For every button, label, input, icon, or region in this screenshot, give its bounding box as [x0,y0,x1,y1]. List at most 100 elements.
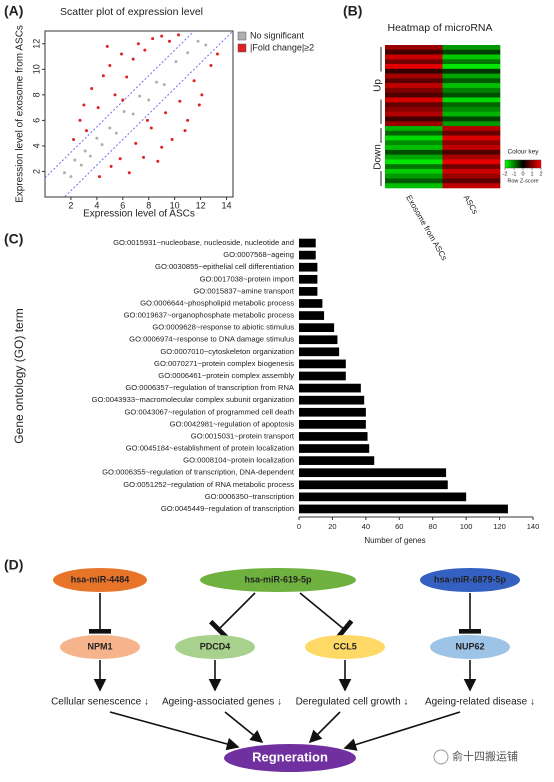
y-tick-label: 2 [31,169,41,174]
heat-cell [385,145,443,151]
point [170,138,174,142]
point [156,159,160,163]
y-axis-label: Gene ontology (GO) term [12,308,26,443]
heat-cell [385,73,443,79]
heat-cell [385,121,443,127]
heat-cell [385,116,443,122]
heat-cell [385,164,443,170]
point [122,109,126,113]
watermark-icon [433,749,449,765]
point [149,126,153,130]
heat-cell [385,126,443,132]
y-tick-label: GO:0051252~regulation of RNA metabolic p… [123,480,294,489]
heat-cell [442,173,501,179]
point [142,155,146,159]
colorbar-title: Colour key [507,149,539,156]
point [167,39,171,43]
y-tick-label: 10 [31,64,41,74]
heat-cell [442,102,501,108]
gene-label: NPM1 [87,641,112,651]
outcome: Ageing-associated genes ↓ [162,697,282,708]
point [177,33,181,37]
x-axis-label: Expression level of ASCs [83,209,195,220]
point [84,129,88,133]
point [178,99,182,103]
mirna-node [200,568,356,592]
heat-cell [385,140,443,146]
bar [299,311,325,320]
heat-cell [385,183,443,189]
heat-cell [442,168,501,174]
x-tick-label: 80 [429,522,437,531]
x-tick-label: 120 [493,522,506,531]
reference-line [63,31,233,197]
heat-cell [385,87,443,93]
point [108,126,112,130]
point [131,112,135,116]
mirna-node [53,568,147,592]
mirna-node [420,568,520,592]
point [164,111,168,115]
x-tick-label: 140 [527,522,540,531]
point [95,136,99,140]
heat-cell [442,64,501,70]
bar [299,347,340,357]
outcome: Deregulated cell growth ↓ [296,697,409,708]
y-tick-label: 8 [31,92,41,97]
heat-cell [385,45,443,51]
heat-cell [442,92,501,98]
bar [299,468,447,478]
heat-cell [442,111,501,117]
y-tick-label: GO:0006355~regulation of transcription, … [102,468,295,477]
column-label: Exosome from ASCs [404,194,449,262]
point [72,138,76,142]
heat-cell [442,130,501,136]
bar [299,383,361,393]
point [155,80,159,84]
heat-cell [442,145,501,151]
heat-cell [442,54,501,60]
y-tick-label: GO:0043067~regulation of programmed cell… [125,407,295,416]
legend-swatch [237,43,247,53]
heat-cell [385,168,443,174]
heat-cell [442,164,501,170]
gene-label: NUP62 [455,641,484,651]
heat-cell [385,173,443,179]
heat-cell [385,83,443,89]
group-label: Down [373,144,384,170]
point [160,34,164,38]
bar [299,274,318,284]
legend-swatch [237,31,247,41]
colorbar-label: Row Z-score [507,178,538,184]
heat-cell [385,178,443,184]
x-tick-label: 4 [94,200,99,210]
group-label: Up [373,79,384,92]
point [204,43,208,47]
y-tick-label: GO:0006644~phospholipid metabolic proces… [140,298,294,307]
legend-label: |Fold change|≥2 [250,42,314,52]
y-tick-label: GO:0007568~ageing [223,250,294,259]
bar [299,419,366,429]
point [125,75,129,79]
point [196,39,200,43]
x-axis-label: Number of genes [364,536,425,545]
arrow [224,711,264,744]
heat-cell [385,106,443,113]
heat-cell [385,135,443,141]
x-tick-label: 0 [297,522,301,531]
y-tick-label: GO:0007010~cytoskeleton organization [160,347,294,356]
arrow [343,711,461,751]
mirna-label: hsa-miR-619-5p [244,574,312,584]
point [69,175,73,179]
y-tick-label: 6 [31,118,41,123]
y-tick-label: GO:0015837~amine transport [193,286,295,295]
heat-cell [442,83,501,89]
point [90,86,94,90]
bar [299,480,448,490]
gene-node [175,635,255,659]
y-tick-label: 12 [31,39,41,49]
heat-cell [385,102,443,108]
gene-node [60,635,140,659]
point [138,94,142,98]
